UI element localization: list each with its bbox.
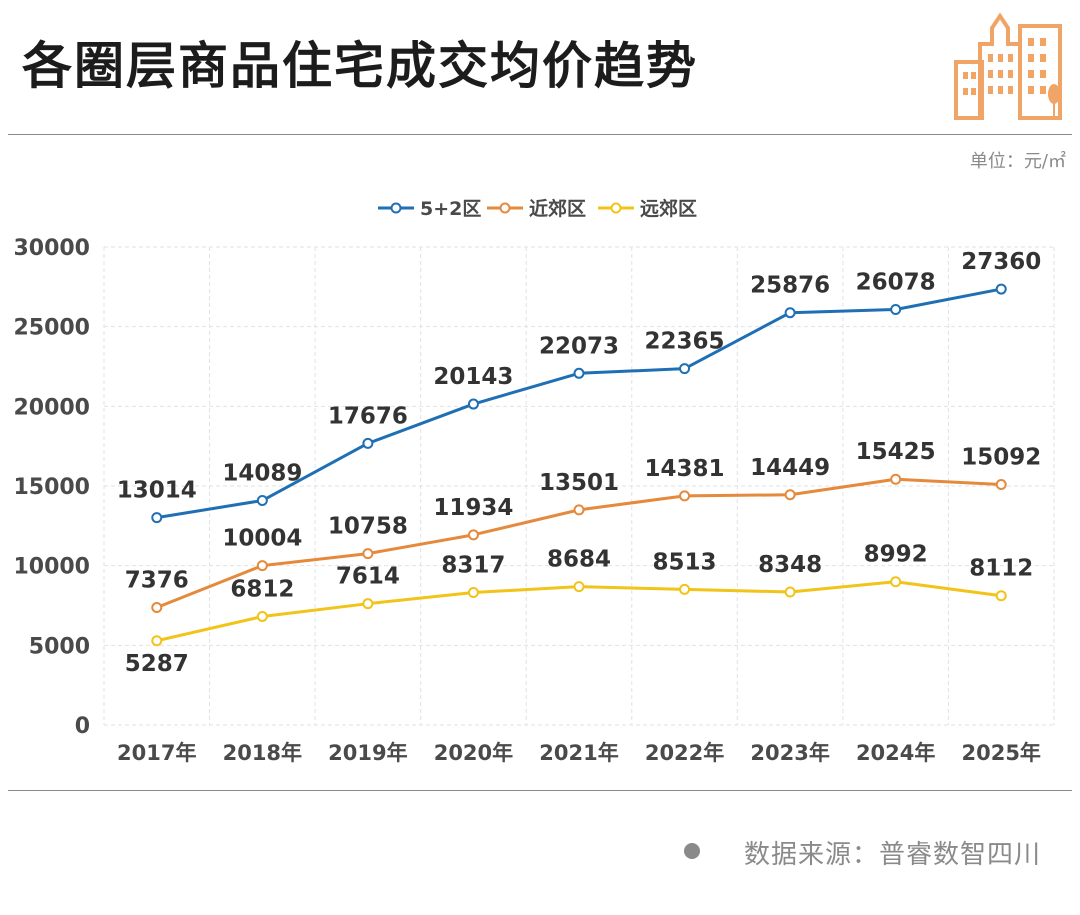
data-point [890,303,902,315]
data-label: 26078 [856,269,936,295]
footer-divider [8,790,1072,791]
data-label: 13014 [117,478,197,504]
x-tick-label: 2021年 [539,741,618,765]
data-label: 7376 [125,567,189,593]
data-point [256,495,268,507]
data-point [995,283,1007,295]
data-label: 17676 [328,403,408,429]
x-tick-label: 2025年 [961,741,1040,765]
data-label: 27360 [961,249,1041,275]
city-buildings-icon [954,12,1062,120]
x-tick-label: 2019年 [328,741,407,765]
data-label: 11934 [433,495,513,521]
data-point [362,598,374,610]
y-tick-label: 25000 [13,316,90,341]
data-label: 20143 [433,364,513,390]
y-tick-label: 5000 [29,634,90,659]
data-point [784,307,796,319]
data-label: 10004 [222,526,302,552]
data-label: 8348 [758,552,822,578]
line-chart: 0 5000 10000 15000 20000 25000 30000 2017年 2018年… [13,197,1055,765]
data-label: 13501 [539,470,619,496]
data-label: 5287 [125,651,189,677]
x-tick-label: 2020年 [434,741,513,765]
data-point [151,635,163,647]
data-label: 14449 [750,455,830,481]
page-title: 各圈层商品住宅成交均价趋势 [22,37,698,95]
dot-icon [684,843,700,859]
data-point [467,398,479,410]
x-tick-label: 2017年 [117,741,196,765]
data-point [467,529,479,541]
data-label: 10758 [328,514,408,540]
data-label: 8992 [864,542,928,568]
data-label: 14381 [645,456,725,482]
unit-label: 单位：元/㎡ [969,151,1066,172]
data-label: 15092 [961,445,1041,471]
data-label: 8513 [653,549,717,575]
y-tick-label: 20000 [13,395,90,420]
data-point [679,363,691,375]
data-point [362,548,374,560]
legend-entry: 远郊区 [640,197,697,220]
data-point [784,586,796,598]
legend-entry: 5+2区 [420,198,481,220]
data-label: 25876 [750,273,830,299]
data-label: 8684 [547,547,611,573]
data-point [151,512,163,524]
data-point [256,560,268,572]
data-point [890,576,902,588]
data-label: 15425 [856,439,936,465]
legend-marker [499,202,511,214]
legend-marker [610,202,622,214]
data-point [151,601,163,613]
data-point [573,581,585,593]
data-source: 数据来源：普睿数智四川 [744,840,1042,870]
y-tick-label: 30000 [13,236,90,261]
data-point [362,437,374,449]
data-label: 8112 [969,556,1033,582]
data-label: 7614 [336,564,400,590]
data-point [467,586,479,598]
data-label: 14089 [222,461,302,487]
data-point [679,583,691,595]
y-tick-label: 15000 [13,475,90,500]
data-point [995,590,1007,602]
data-label: 22365 [645,329,725,355]
x-tick-label: 2018年 [223,741,302,765]
data-point [995,479,1007,491]
legend-marker [390,202,402,214]
y-tick-label: 0 [75,714,90,739]
x-tick-label: 2022年 [645,741,724,765]
data-point [256,610,268,622]
x-tick-label: 2024年 [856,741,935,765]
header-divider [8,134,1072,135]
data-label: 6812 [230,576,294,602]
data-point [573,504,585,516]
data-point [890,473,902,485]
data-label: 22073 [539,333,619,359]
x-tick-label: 2023年 [750,741,829,765]
data-point [573,367,585,379]
data-label: 8317 [441,552,505,578]
data-point [784,489,796,501]
y-tick-label: 10000 [13,555,90,580]
data-point [679,490,691,502]
legend-entry: 近郊区 [529,197,586,220]
